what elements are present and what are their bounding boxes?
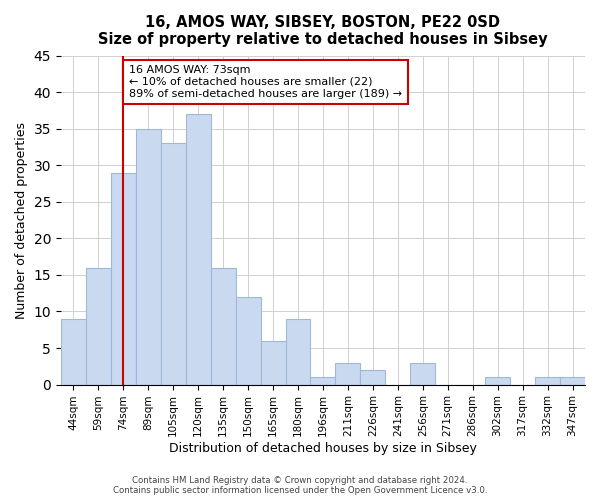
Title: 16, AMOS WAY, SIBSEY, BOSTON, PE22 0SD
Size of property relative to detached hou: 16, AMOS WAY, SIBSEY, BOSTON, PE22 0SD S… (98, 15, 548, 48)
Bar (111, 172, 136, 384)
Bar (236, 297, 260, 384)
Bar (335, 362, 361, 384)
X-axis label: Distribution of detached houses by size in Sibsey: Distribution of detached houses by size … (169, 442, 477, 455)
Bar (410, 362, 435, 384)
Bar (185, 114, 211, 384)
Text: Contains HM Land Registry data © Crown copyright and database right 2024.
Contai: Contains HM Land Registry data © Crown c… (113, 476, 487, 495)
Bar (161, 144, 185, 384)
Bar (61, 319, 86, 384)
Bar (535, 378, 560, 384)
Bar (286, 319, 310, 384)
Y-axis label: Number of detached properties: Number of detached properties (15, 122, 28, 318)
Bar (560, 378, 585, 384)
Bar (260, 340, 286, 384)
Bar (361, 370, 385, 384)
Bar (485, 378, 510, 384)
Bar (136, 128, 161, 384)
Bar (86, 268, 111, 384)
Bar (310, 378, 335, 384)
Bar (211, 268, 236, 384)
Text: 16 AMOS WAY: 73sqm
← 10% of detached houses are smaller (22)
89% of semi-detache: 16 AMOS WAY: 73sqm ← 10% of detached hou… (129, 66, 402, 98)
